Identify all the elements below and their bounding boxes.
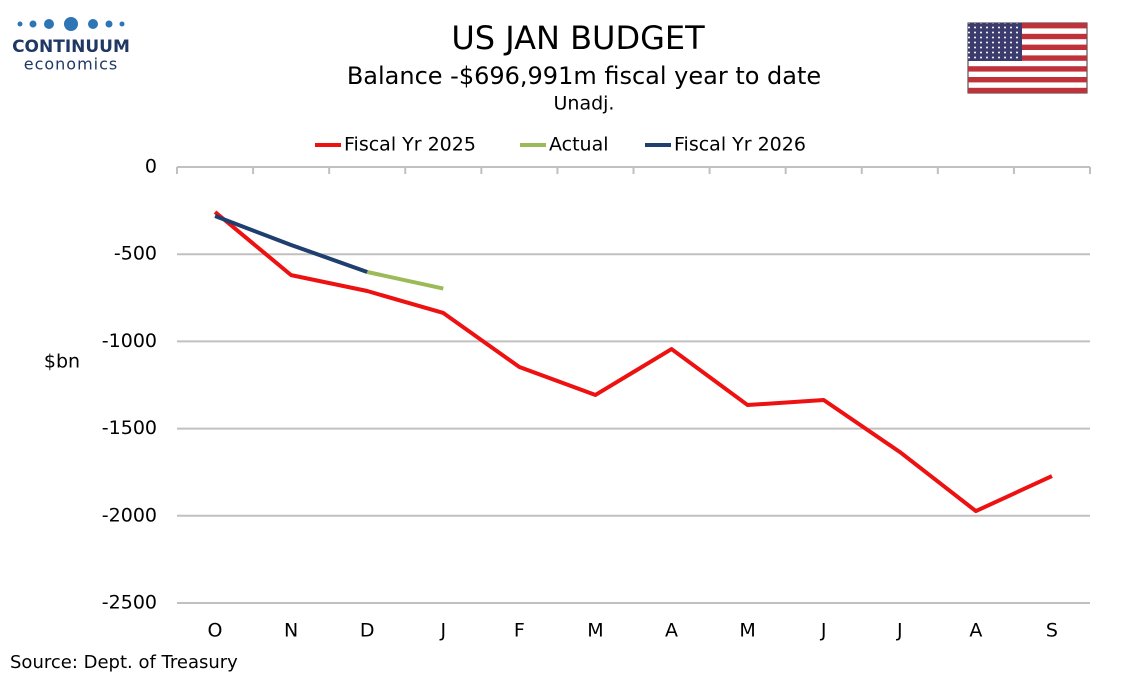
logo-name: CONTINUUM [12, 37, 130, 57]
logo-tagline: economics [24, 55, 119, 74]
x-tick-label: M [587, 620, 603, 642]
y-tick-label: -2000 [102, 504, 157, 526]
legend-label: Fiscal Yr 2025 [344, 134, 476, 156]
x-tick-label: A [665, 620, 678, 642]
x-tick-label: N [284, 620, 298, 642]
series-line [213, 210, 1053, 514]
x-tick-label: J [820, 620, 827, 642]
logo-dot [17, 21, 23, 27]
x-tick-label: J [439, 620, 446, 642]
logo-dot [88, 19, 98, 29]
y-tick-label: -2500 [102, 592, 157, 614]
x-tick-label: J [896, 620, 903, 642]
logo-dot [29, 20, 37, 28]
y-tick-label: 0 [145, 156, 157, 178]
legend-label: Actual [549, 134, 609, 156]
y-tick-label: -500 [114, 243, 157, 265]
logo-dot [44, 19, 54, 29]
logo-dot [64, 17, 78, 31]
x-tick-label: D [360, 620, 375, 642]
chart-subtitle: Balance -$696,991m fiscal year to date [347, 62, 821, 90]
chart-title: US JAN BUDGET [451, 19, 705, 57]
series-line [366, 270, 444, 291]
legend-label: Fiscal Yr 2026 [674, 134, 806, 156]
series-line [214, 214, 368, 274]
flag [967, 22, 1088, 94]
y-tick-label: -1500 [102, 417, 157, 439]
x-tick-label: S [1046, 620, 1058, 642]
source: Source: Dept. of Treasury [10, 652, 238, 673]
x-tick-label: A [969, 620, 982, 642]
logo-dot [105, 20, 113, 28]
x-tick-label: M [739, 620, 755, 642]
x-tick-label: O [208, 620, 223, 642]
logo: CONTINUUM economics [12, 17, 130, 74]
y-axis-label: $bn [44, 351, 80, 373]
y-tick-label: -1000 [102, 330, 157, 352]
logo-dot [119, 21, 125, 27]
chart-note: Unadj. [554, 93, 615, 115]
x-tick-label: F [514, 620, 525, 642]
